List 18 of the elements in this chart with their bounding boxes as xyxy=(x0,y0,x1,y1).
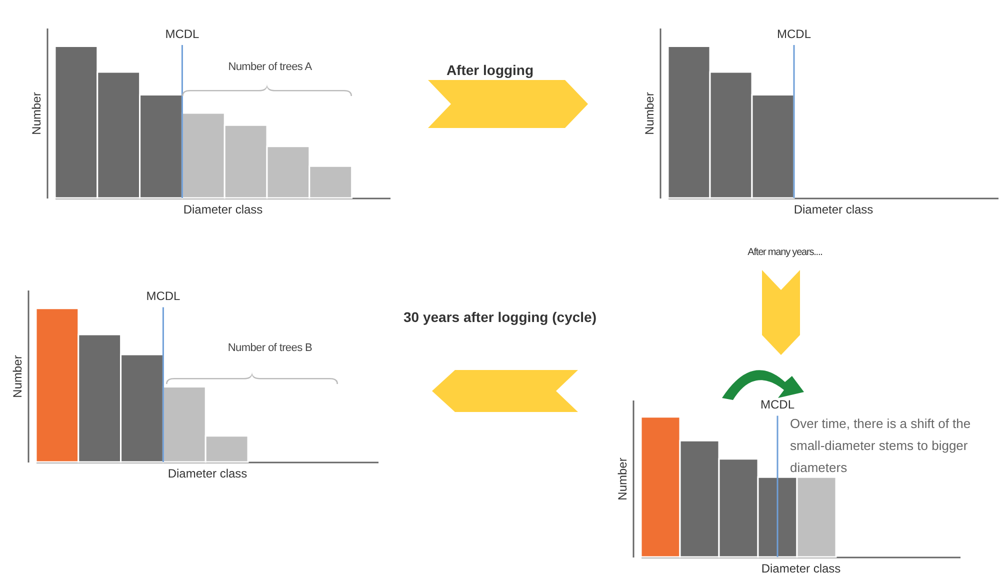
y-axis-title: Number xyxy=(30,92,44,135)
text: After many years.... xyxy=(746,247,824,258)
y-axis-title: Number xyxy=(616,458,630,500)
text: MCDL xyxy=(146,289,181,304)
x-axis-title: Diameter class xyxy=(183,202,263,216)
annotation: Over time, there is a shift of the small-diameter stems to bigger diameters xyxy=(790,415,972,477)
x-axis-title: Diameter class xyxy=(794,202,874,216)
annotation: Number of trees B xyxy=(226,342,314,354)
text: MCDL xyxy=(776,27,812,41)
text: 30 years after logging (cycle) xyxy=(402,308,598,327)
x-axis-title: Diameter class xyxy=(168,466,248,480)
y-axis-title: Number xyxy=(642,92,656,135)
annotation: Number of trees A xyxy=(227,61,313,73)
text: After logging xyxy=(445,62,535,78)
text: MCDL xyxy=(760,398,795,412)
y-axis-title: Number xyxy=(10,355,24,398)
x-axis-title: Diameter class xyxy=(761,562,841,576)
text: MCDL xyxy=(165,27,200,41)
